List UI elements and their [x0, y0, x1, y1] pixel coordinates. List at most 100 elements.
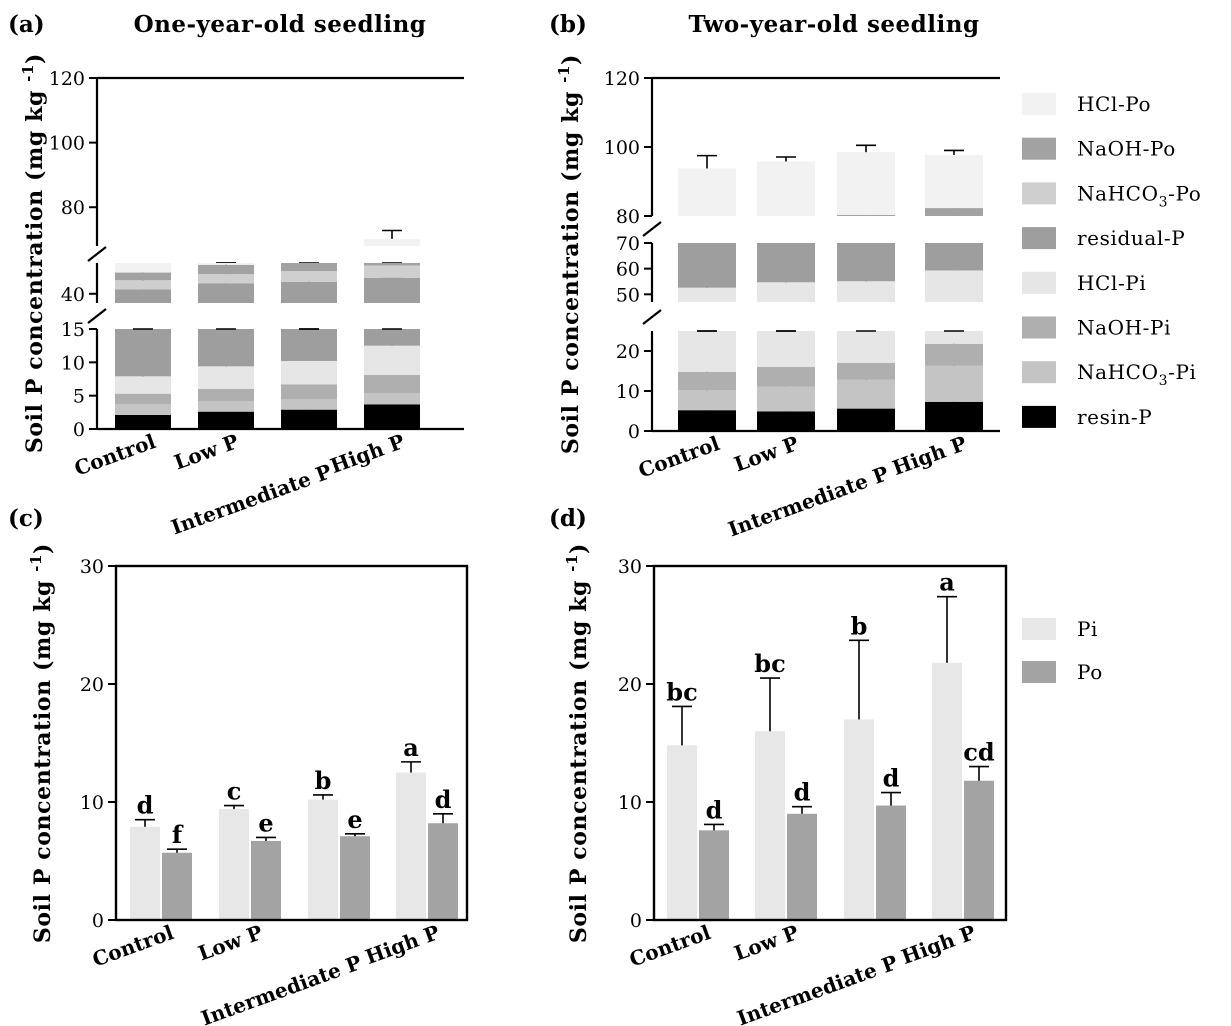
y-tick-label: 10 [616, 381, 640, 403]
error-bar [313, 794, 333, 800]
y-tick-label: 0 [630, 910, 642, 932]
bar-residual-P [364, 277, 420, 303]
bar-HCl-Po [757, 161, 815, 216]
bar-NaHCO3-Pi [925, 365, 983, 402]
error-bar [792, 805, 812, 814]
legend-label: NaHCO3-Pi [1077, 360, 1197, 389]
significance-letter: b [315, 766, 332, 795]
axis-break-mark [642, 221, 662, 237]
bar-resin-P [198, 411, 254, 429]
bar-HCl-Pi [115, 376, 171, 394]
significance-letter: f [172, 820, 184, 849]
axis-break-mark [87, 308, 107, 324]
plot-frame [652, 564, 1008, 922]
legend-item: NaOH-Pi [1022, 316, 1170, 340]
bar-HCl-Pi [198, 366, 254, 389]
bar-HCl-Po [198, 263, 254, 265]
legend-swatch [1022, 93, 1056, 115]
bar-NaOH-Po [925, 208, 983, 216]
bar-Po [340, 836, 370, 920]
bar-HCl-Pi [678, 331, 736, 372]
bar-resin-P [678, 410, 736, 431]
y-tick-label: 0 [73, 419, 85, 441]
y-axis-label-text: Soil P concentration (mg kg -1) [27, 543, 56, 943]
bar-NaHCO3-Pi [364, 393, 420, 405]
bar-NaHCO3-Pi [757, 386, 815, 412]
legend-swatch [1022, 405, 1056, 428]
legend-swatch [1022, 361, 1056, 384]
axis-break-mark [87, 246, 107, 262]
legend-item: NaHCO3-Pi [1022, 360, 1197, 389]
x-tick-label: Low P [195, 920, 266, 965]
y-tick-label: 0 [628, 421, 640, 443]
x-tick-label: High P [327, 429, 408, 478]
y-tick-label: 50 [616, 284, 640, 306]
x-tick-label: Low P [731, 431, 802, 476]
error-bar [944, 149, 964, 155]
bar-HCl-Pi [678, 287, 736, 302]
bar-NaOH-Po [837, 214, 895, 216]
plot-frame [114, 564, 469, 922]
bar-NaHCO3-Po [198, 274, 254, 284]
legend-label: residual-P [1077, 226, 1185, 250]
error-bar [697, 154, 717, 169]
bar-HCl-Pi [837, 331, 895, 363]
legend-swatch [1022, 227, 1056, 250]
x-tick-label: Intermediate P [725, 461, 892, 541]
bar-NaOH-Po [198, 264, 254, 275]
x-tick-label: High P [898, 920, 979, 969]
legend-label: Pi [1077, 617, 1098, 641]
legend-label: HCl-Po [1077, 92, 1151, 116]
x-tick-label: Control [635, 431, 723, 483]
legend-item: NaOH-Po [1022, 137, 1175, 161]
bar-Pi [130, 826, 160, 920]
error-bar [401, 761, 421, 773]
legend-item: residual-P [1022, 226, 1185, 250]
significance-letter: a [403, 733, 419, 762]
legend-top: HCl-Po NaOH-Po NaHCO3-Po residual-P HCl-Pi Na… [1022, 92, 1201, 429]
y-tick-label: 80 [616, 206, 640, 228]
bar-HCl-Pi [837, 281, 895, 302]
bar-NaHCO3-Pi [678, 390, 736, 411]
bar-Po [787, 813, 817, 920]
legend-bottom: Pi Po [1022, 617, 1103, 684]
y-tick-label: 120 [604, 68, 640, 90]
error-bar [776, 156, 796, 162]
significance-letter: d [137, 791, 154, 820]
error-bar [937, 595, 957, 663]
significance-letter: e [258, 808, 273, 837]
bar-Pi [844, 719, 874, 920]
bar-NaOH-Pi [757, 367, 815, 387]
bar-Po [162, 852, 192, 920]
y-tick-label: 30 [618, 556, 642, 578]
error-bar [849, 639, 869, 720]
bar-resin-P [281, 409, 337, 429]
significance-letter: b [851, 611, 868, 640]
bar-NaOH-Pi [837, 363, 895, 380]
y-axis-label: Soil P concentration (mg kg -1) [19, 53, 48, 453]
significance-letter: bc [666, 677, 697, 706]
legend-label: Po [1077, 660, 1103, 684]
bar-residual-P [364, 329, 420, 346]
y-axis-label: Soil P concentration (mg kg -1) [27, 543, 56, 943]
significance-letter: c [227, 777, 242, 806]
x-tick-label: Intermediate P [734, 950, 901, 1026]
y-axis-label: Soil P concentration (mg kg -1) [555, 54, 584, 454]
y-tick-label: 120 [49, 68, 85, 90]
chart-panel-1: 0 10 20 50 60 70 80 100 120 Control Low PIntermedi… [549, 11, 1000, 541]
bar-HCl-Pi [281, 361, 337, 385]
bar-NaOH-Pi [925, 343, 983, 366]
panel-title: Two-year-old seedling [688, 11, 979, 38]
bar-resin-P [925, 401, 983, 431]
bar-HCl-Pi [364, 345, 420, 375]
y-axis-label-text: Soil P concentration (mg kg -1) [19, 53, 48, 453]
panel-label: (a) [8, 11, 45, 38]
y-tick-label: 20 [80, 674, 104, 696]
error-bar [881, 791, 901, 806]
bar-residual-P [115, 289, 171, 303]
legend-item: HCl-Po [1022, 92, 1151, 116]
bar-NaHCO3-Pi [198, 401, 254, 412]
bar-HCl-Pi [925, 270, 983, 302]
